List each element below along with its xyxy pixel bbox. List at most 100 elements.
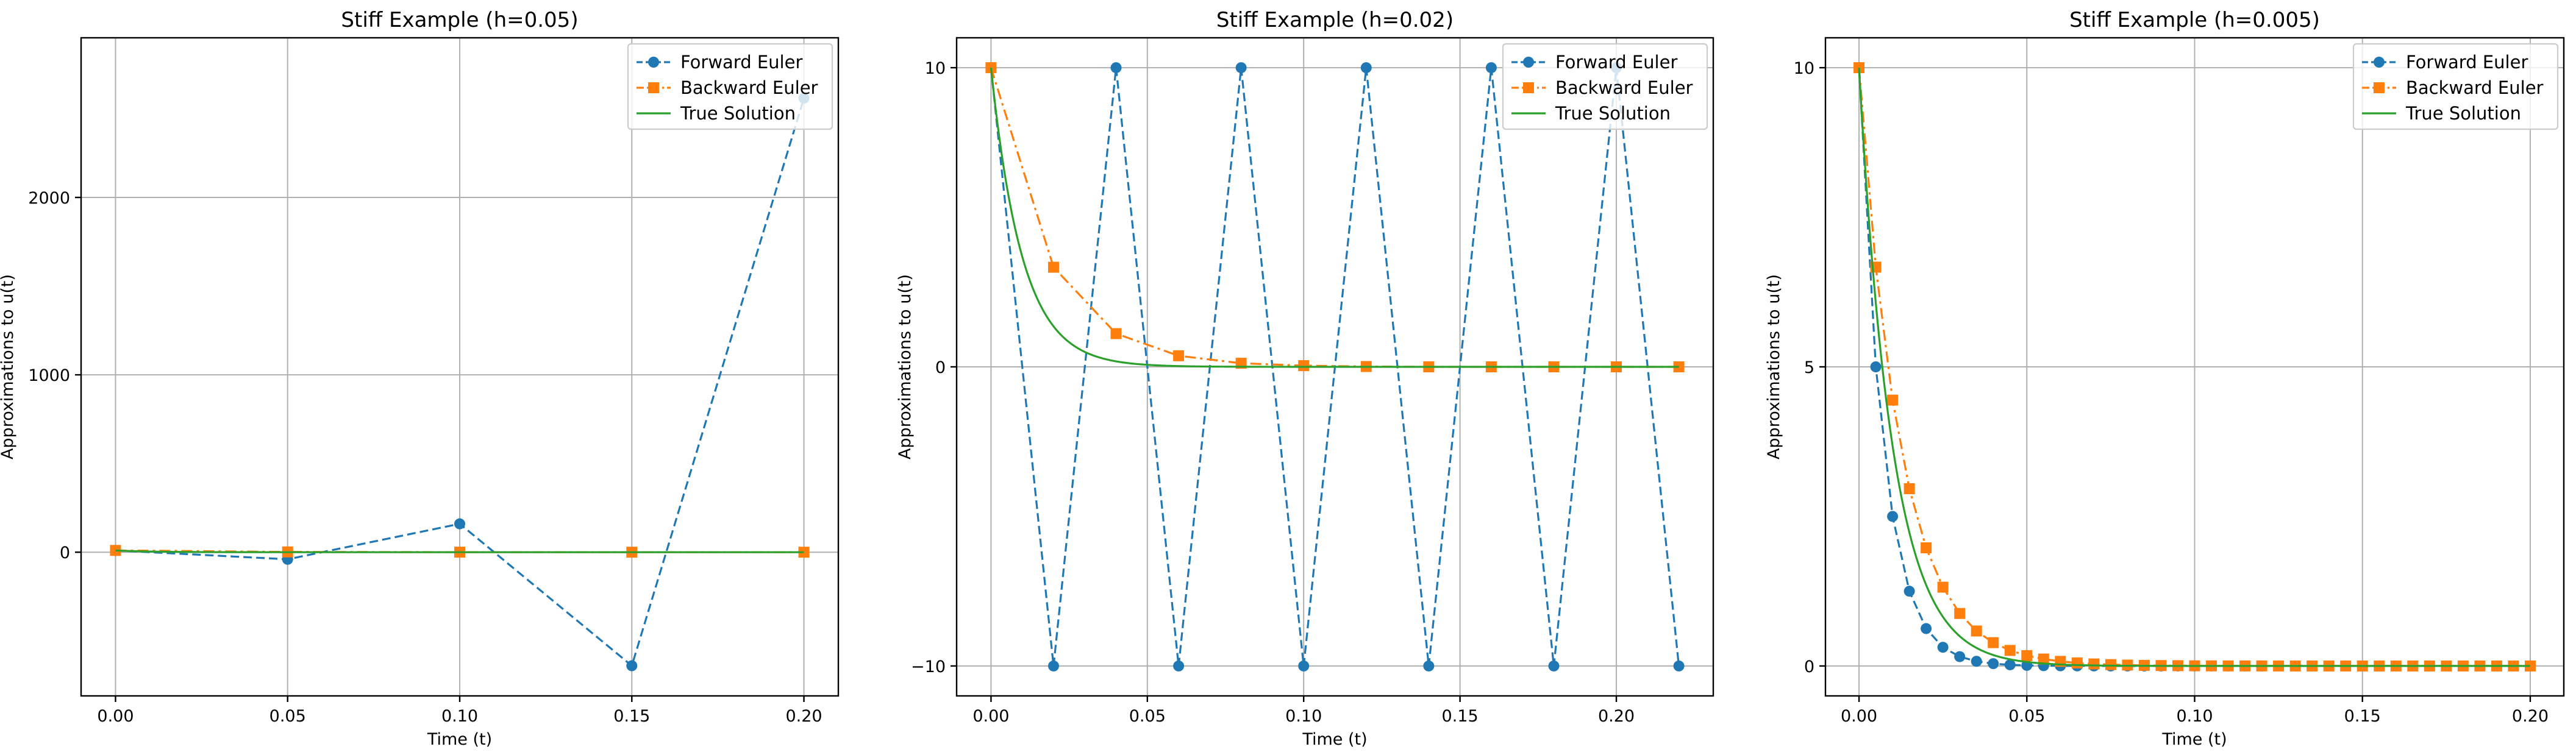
- series-line-true-solution: [990, 67, 1679, 368]
- subplot-1: 0.00 0.05 0.10 0.15 0.20 0 1000 2000 Stiff Examp…: [0, 8, 840, 749]
- x-tick-label: 0.10: [441, 707, 478, 726]
- x-tick-label: 0.10: [1285, 707, 1322, 726]
- legend-label: Backward Euler: [2406, 77, 2544, 98]
- plot-area: [110, 92, 810, 672]
- data-point-backward-euler: [1903, 483, 1915, 494]
- data-point-forward-euler: [1360, 62, 1372, 74]
- y-tick-label: 0: [60, 544, 70, 562]
- data-point-forward-euler: [1937, 642, 1949, 653]
- data-point-forward-euler: [1548, 660, 1560, 672]
- legend-marker: [648, 57, 659, 68]
- data-point-backward-euler: [1988, 637, 1999, 648]
- legend-label: Forward Euler: [1555, 52, 1677, 73]
- legend-marker: [1523, 57, 1534, 68]
- data-point-forward-euler: [1423, 660, 1435, 672]
- legend-label: True Solution: [1555, 103, 1671, 124]
- x-tick-label: 0.20: [785, 707, 822, 726]
- data-point-backward-euler: [1937, 581, 1949, 593]
- data-point-backward-euler: [1110, 328, 1122, 339]
- x-tick-label: 0.00: [1841, 707, 1877, 726]
- x-tick-label: 0.20: [1598, 707, 1635, 726]
- x-axis-label: Time (t): [427, 730, 492, 749]
- x-tick-label: 0.20: [2512, 707, 2549, 726]
- data-point-backward-euler: [1673, 361, 1685, 372]
- x-tick-label: 0.00: [972, 707, 1009, 726]
- legend-label: Backward Euler: [680, 77, 818, 98]
- x-tick-label: 0.05: [269, 707, 306, 726]
- data-point-backward-euler: [1173, 350, 1185, 361]
- plot-area: [985, 62, 1685, 672]
- y-tick-label: 2000: [28, 189, 70, 208]
- data-point-forward-euler: [1235, 62, 1247, 74]
- data-point-backward-euler: [2004, 645, 2016, 656]
- data-point-backward-euler: [2524, 660, 2536, 672]
- legend-label: True Solution: [680, 103, 796, 124]
- legend-box: [2352, 43, 2559, 130]
- legend-marker: [2374, 82, 2385, 93]
- series-line-true-solution: [1858, 67, 2530, 667]
- y-tick-label: 0: [935, 358, 946, 377]
- legend-marker: [1523, 82, 1534, 93]
- data-point-forward-euler: [2004, 659, 2016, 670]
- legend-label: Backward Euler: [1555, 77, 1693, 98]
- subplot-2: 0.00 0.05 0.10 0.15 0.20 −10 0 10 Stiff Example …: [896, 8, 1714, 749]
- data-point-backward-euler: [2071, 657, 2083, 668]
- plot-area: [1854, 62, 2536, 672]
- data-point-backward-euler: [1047, 261, 1059, 273]
- y-tick-label: −10: [911, 658, 946, 676]
- data-point-forward-euler: [1673, 660, 1685, 672]
- y-axis-label: Approximations to u(t): [1764, 274, 1783, 459]
- data-point-forward-euler: [1485, 62, 1497, 74]
- y-tick-label: 10: [925, 59, 946, 78]
- x-tick-label: 0.15: [613, 707, 650, 726]
- legend: Forward Euler Backward Euler True Solution: [627, 43, 833, 130]
- data-point-backward-euler: [2021, 650, 2033, 661]
- legend-box: [1502, 43, 1708, 130]
- data-point-forward-euler: [1954, 651, 1966, 662]
- y-tick-label: 1000: [28, 366, 70, 385]
- x-tick-label: 0.05: [1129, 707, 1166, 726]
- data-point-forward-euler: [1971, 656, 1982, 667]
- x-tick-label: 0.15: [2344, 707, 2381, 726]
- x-tick-label: 0.10: [2176, 707, 2213, 726]
- legend-box: [627, 43, 833, 130]
- x-axis-label: Time (t): [1302, 730, 1367, 749]
- data-point-backward-euler: [2038, 653, 2049, 665]
- legend-label: Forward Euler: [2406, 52, 2528, 73]
- chart-title: Stiff Example (h=0.005): [2069, 8, 2320, 32]
- y-tick-label: 0: [1804, 658, 1814, 676]
- y-axis-label: Approximations to u(t): [896, 274, 915, 459]
- x-axis-label: Time (t): [2161, 730, 2227, 749]
- x-tick-label: 0.00: [97, 707, 134, 726]
- x-tick-label: 0.05: [2008, 707, 2045, 726]
- data-point-forward-euler: [626, 660, 638, 672]
- x-tick-label: 0.15: [1442, 707, 1479, 726]
- data-point-forward-euler: [454, 518, 465, 530]
- y-tick-label: 10: [1794, 59, 1814, 78]
- data-point-forward-euler: [1110, 62, 1122, 74]
- data-point-forward-euler: [1921, 623, 1932, 634]
- data-point-backward-euler: [1971, 625, 1982, 637]
- data-point-backward-euler: [1887, 394, 1899, 406]
- data-point-forward-euler: [1903, 586, 1915, 597]
- legend-label: True Solution: [2405, 103, 2521, 124]
- data-point-backward-euler: [1954, 608, 1966, 619]
- data-point-backward-euler: [2088, 658, 2100, 670]
- data-point-forward-euler: [1047, 660, 1059, 672]
- legend: Forward Euler Backward Euler True Solution: [2352, 43, 2559, 130]
- y-tick-label: 5: [1804, 358, 1814, 377]
- data-point-forward-euler: [1887, 511, 1899, 522]
- legend-marker: [648, 82, 659, 93]
- legend-label: Forward Euler: [680, 52, 802, 73]
- data-point-backward-euler: [1921, 542, 1932, 553]
- chart-title: Stiff Example (h=0.02): [1216, 8, 1454, 32]
- data-point-backward-euler: [2105, 659, 2116, 670]
- legend: Forward Euler Backward Euler True Solution: [1502, 43, 1708, 130]
- data-point-forward-euler: [1173, 660, 1185, 672]
- data-point-forward-euler: [1988, 658, 1999, 670]
- chart-title: Stiff Example (h=0.05): [341, 8, 578, 32]
- y-axis-label: Approximations to u(t): [0, 274, 17, 459]
- data-point-forward-euler: [1870, 361, 1882, 372]
- series-line-true-solution: [115, 549, 804, 553]
